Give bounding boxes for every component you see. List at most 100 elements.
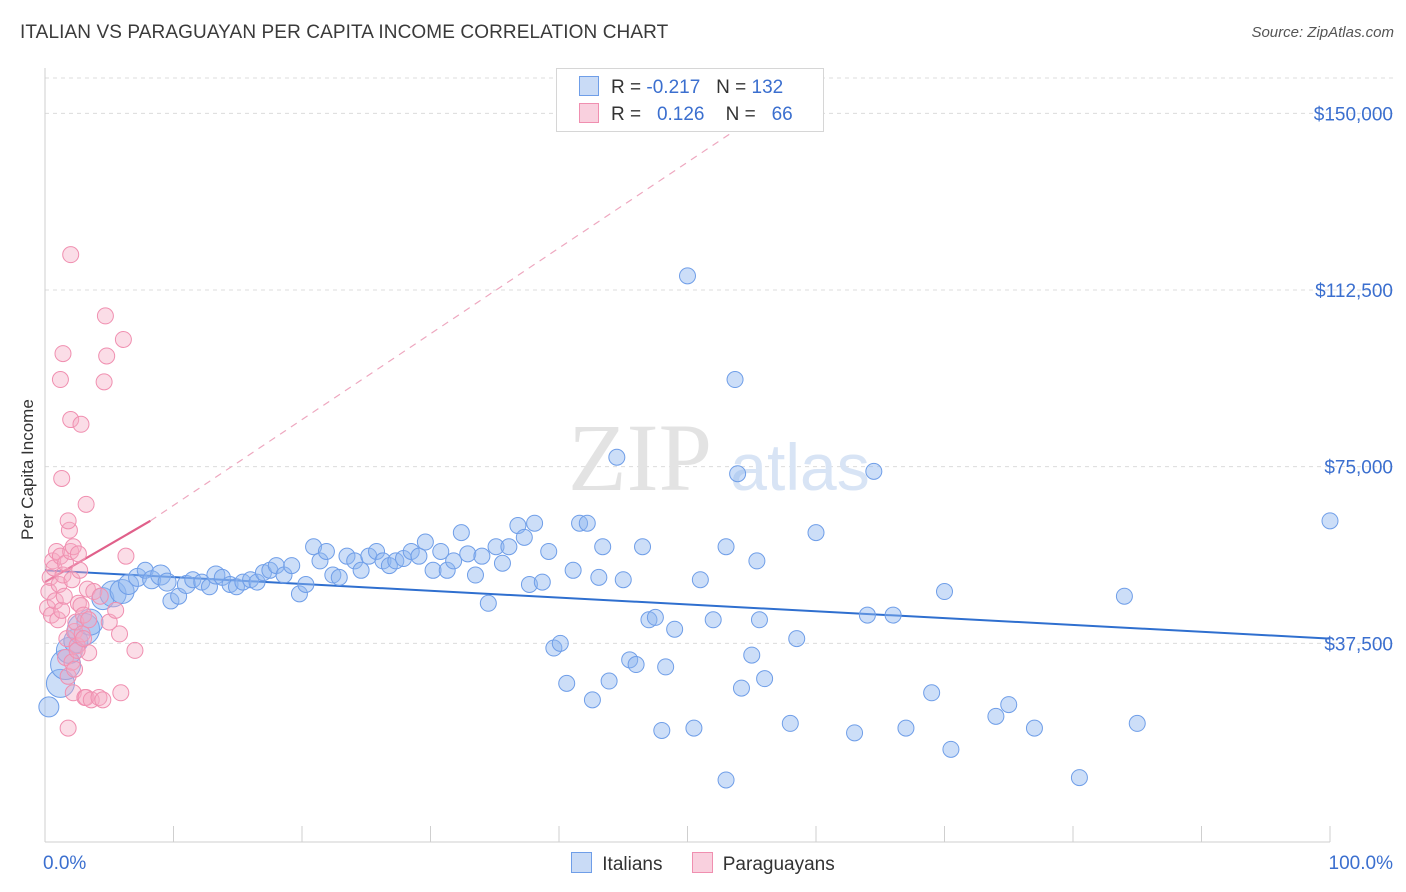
point-italians bbox=[500, 538, 518, 556]
point-paraguayans bbox=[112, 684, 130, 702]
point-italians bbox=[290, 585, 308, 603]
point-paraguayans bbox=[98, 347, 116, 365]
legend-r-value-paraguayans: 0.126 bbox=[656, 104, 705, 125]
point-italians bbox=[640, 611, 658, 629]
point-paraguayans bbox=[49, 611, 67, 629]
point-paraguayans bbox=[54, 345, 72, 363]
point-italians bbox=[466, 566, 484, 584]
point-italians bbox=[515, 528, 533, 546]
point-italians bbox=[533, 573, 551, 591]
correlation-legend: R = -0.217 N = 132 R = 0.126 N = 66 bbox=[556, 68, 824, 132]
point-italians bbox=[368, 542, 386, 560]
point-italians bbox=[38, 696, 60, 718]
point-paraguayans bbox=[96, 307, 114, 325]
point-paraguayans bbox=[62, 411, 80, 429]
point-italians bbox=[748, 552, 766, 570]
point-italians bbox=[520, 575, 538, 593]
point-paraguayans bbox=[53, 469, 71, 487]
point-italians bbox=[487, 538, 505, 556]
point-italians bbox=[987, 707, 1005, 725]
x-tick-label-min: 0.0% bbox=[43, 853, 86, 874]
point-italians bbox=[578, 514, 596, 532]
watermark: ZIP atlas bbox=[568, 404, 870, 511]
point-italians bbox=[416, 533, 434, 551]
watermark-atlas: atlas bbox=[730, 430, 869, 504]
point-paraguayans bbox=[72, 415, 90, 433]
point-italians bbox=[330, 568, 348, 586]
point-italians bbox=[438, 561, 456, 579]
point-paraguayans bbox=[114, 330, 132, 348]
point-italians bbox=[614, 571, 632, 589]
y-tick-label: $112,500 bbox=[1315, 281, 1393, 302]
trend-layer bbox=[44, 131, 1331, 640]
point-italians bbox=[608, 448, 626, 466]
point-italians bbox=[493, 554, 511, 572]
point-italians bbox=[858, 606, 876, 624]
point-italians bbox=[1321, 512, 1339, 530]
point-italians bbox=[540, 542, 558, 560]
point-italians bbox=[242, 571, 260, 589]
point-italians bbox=[657, 658, 675, 676]
legend-n-value-paraguayans: 66 bbox=[771, 104, 793, 125]
point-italians bbox=[200, 578, 218, 596]
x-tick-label-max: 100.0% bbox=[1329, 853, 1394, 874]
point-italians bbox=[311, 552, 329, 570]
source-label: Source: ZipAtlas.com bbox=[1251, 24, 1394, 41]
point-italians bbox=[410, 547, 428, 565]
legend-n-label: N = bbox=[716, 77, 747, 98]
point-italians bbox=[634, 538, 652, 556]
point-italians bbox=[317, 542, 335, 560]
point-italians bbox=[685, 719, 703, 737]
y-tick-label: $150,000 bbox=[1314, 104, 1393, 125]
point-italians bbox=[583, 691, 601, 709]
point-italians bbox=[865, 462, 883, 480]
point-italians bbox=[590, 568, 608, 586]
point-italians bbox=[653, 721, 671, 739]
y-tick-label: $75,000 bbox=[1324, 458, 1393, 479]
point-italians bbox=[666, 620, 684, 638]
point-italians bbox=[452, 524, 470, 542]
point-italians bbox=[679, 267, 696, 285]
series-legend-italians: Italians bbox=[571, 852, 662, 876]
y-tick-label: $37,500 bbox=[1324, 634, 1393, 655]
point-paraguayans bbox=[111, 625, 129, 643]
point-paraguayans bbox=[51, 371, 69, 389]
point-italians bbox=[150, 564, 172, 586]
point-italians bbox=[1025, 719, 1043, 737]
point-italians bbox=[473, 547, 491, 565]
point-paraguayans bbox=[75, 630, 93, 648]
point-italians bbox=[432, 542, 450, 560]
point-italians bbox=[781, 714, 799, 732]
point-italians bbox=[221, 575, 239, 593]
point-italians bbox=[1115, 587, 1133, 605]
point-paraguayans bbox=[75, 606, 93, 624]
series-swatch-paraguayans bbox=[691, 852, 713, 873]
points-layer bbox=[38, 246, 1339, 789]
point-italians bbox=[551, 634, 569, 652]
point-italians bbox=[558, 674, 576, 692]
point-italians bbox=[788, 630, 806, 648]
point-italians bbox=[756, 670, 774, 688]
series-swatch-italians bbox=[571, 852, 593, 873]
point-paraguayans bbox=[91, 587, 109, 605]
point-italians bbox=[807, 524, 825, 542]
point-paraguayans bbox=[66, 660, 84, 678]
point-italians bbox=[206, 565, 226, 585]
point-italians bbox=[45, 668, 75, 698]
point-italians bbox=[352, 561, 370, 579]
point-italians bbox=[297, 575, 315, 593]
series-legend-paraguayans: Paraguayans bbox=[691, 852, 835, 876]
point-italians bbox=[717, 538, 735, 556]
point-italians bbox=[254, 564, 272, 582]
point-paraguayans bbox=[107, 601, 125, 619]
point-italians bbox=[305, 538, 323, 556]
point-paraguayans bbox=[59, 512, 77, 530]
point-paraguayans bbox=[95, 373, 113, 391]
point-italians bbox=[445, 552, 463, 570]
point-italians bbox=[846, 724, 864, 742]
point-paraguayans bbox=[55, 587, 73, 605]
point-italians bbox=[923, 684, 941, 702]
point-italians bbox=[424, 561, 442, 579]
tick-labels: $37,500 $75,000 $112,500 $150,000 0.0% 100.0% bbox=[43, 104, 1393, 874]
